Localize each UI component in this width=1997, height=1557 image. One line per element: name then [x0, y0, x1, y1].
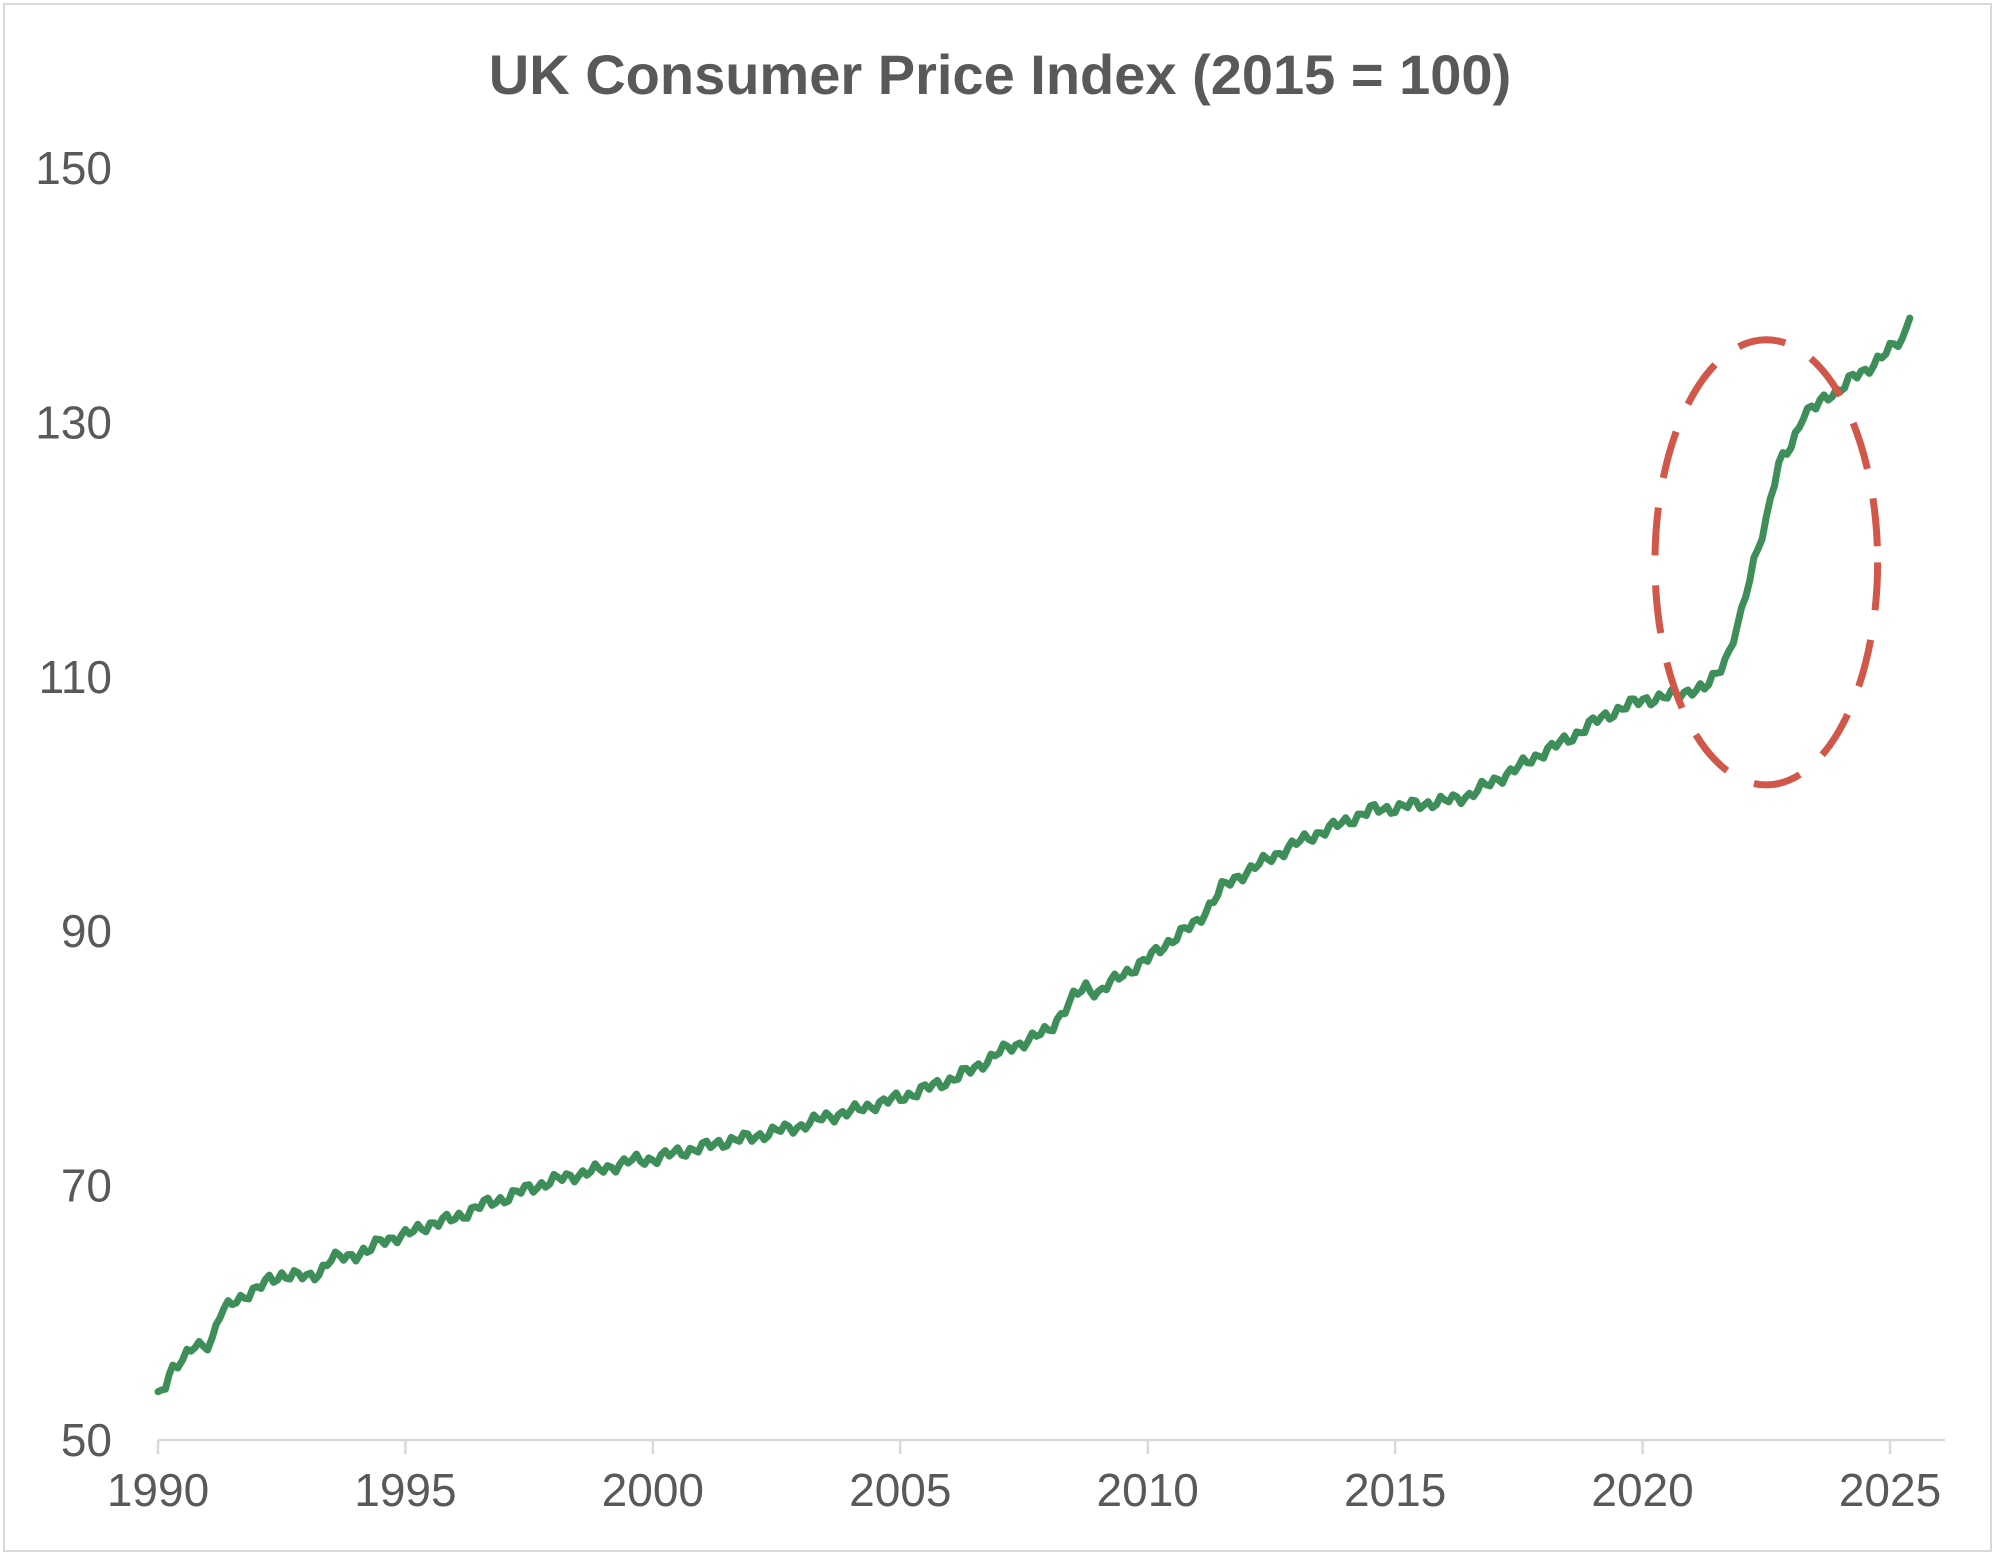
- x-tick-label: 2000: [602, 1464, 704, 1516]
- y-tick-label: 150: [35, 142, 112, 194]
- x-tick-label: 2005: [849, 1464, 951, 1516]
- y-tick-label: 50: [61, 1414, 112, 1466]
- y-tick-label: 90: [61, 905, 112, 957]
- y-tick-label: 110: [39, 651, 112, 703]
- x-tick-label: 2010: [1097, 1464, 1199, 1516]
- x-tick-label: 1995: [354, 1464, 456, 1516]
- x-tick-label: 2025: [1839, 1464, 1941, 1516]
- chart-title: UK Consumer Price Index (2015 = 100): [489, 43, 1511, 106]
- x-tick-label: 1990: [107, 1464, 209, 1516]
- y-axis-ticks: 50 70 90 110 130 150: [35, 142, 112, 1466]
- highlight-ellipse: [1651, 336, 1882, 789]
- x-tick-label: 2020: [1591, 1464, 1693, 1516]
- x-axis-ticks: 1990 1995 2000 2005 2010 2015 2020 2025: [107, 1440, 1941, 1516]
- cpi-series-line: [154, 314, 1914, 1396]
- annotation-layer: [1651, 336, 1882, 789]
- series-layer: [154, 314, 1914, 1396]
- y-tick-label: 130: [35, 396, 112, 448]
- x-tick-label: 2015: [1344, 1464, 1446, 1516]
- chart-frame: [3, 3, 1992, 1552]
- y-tick-label: 70: [61, 1160, 112, 1212]
